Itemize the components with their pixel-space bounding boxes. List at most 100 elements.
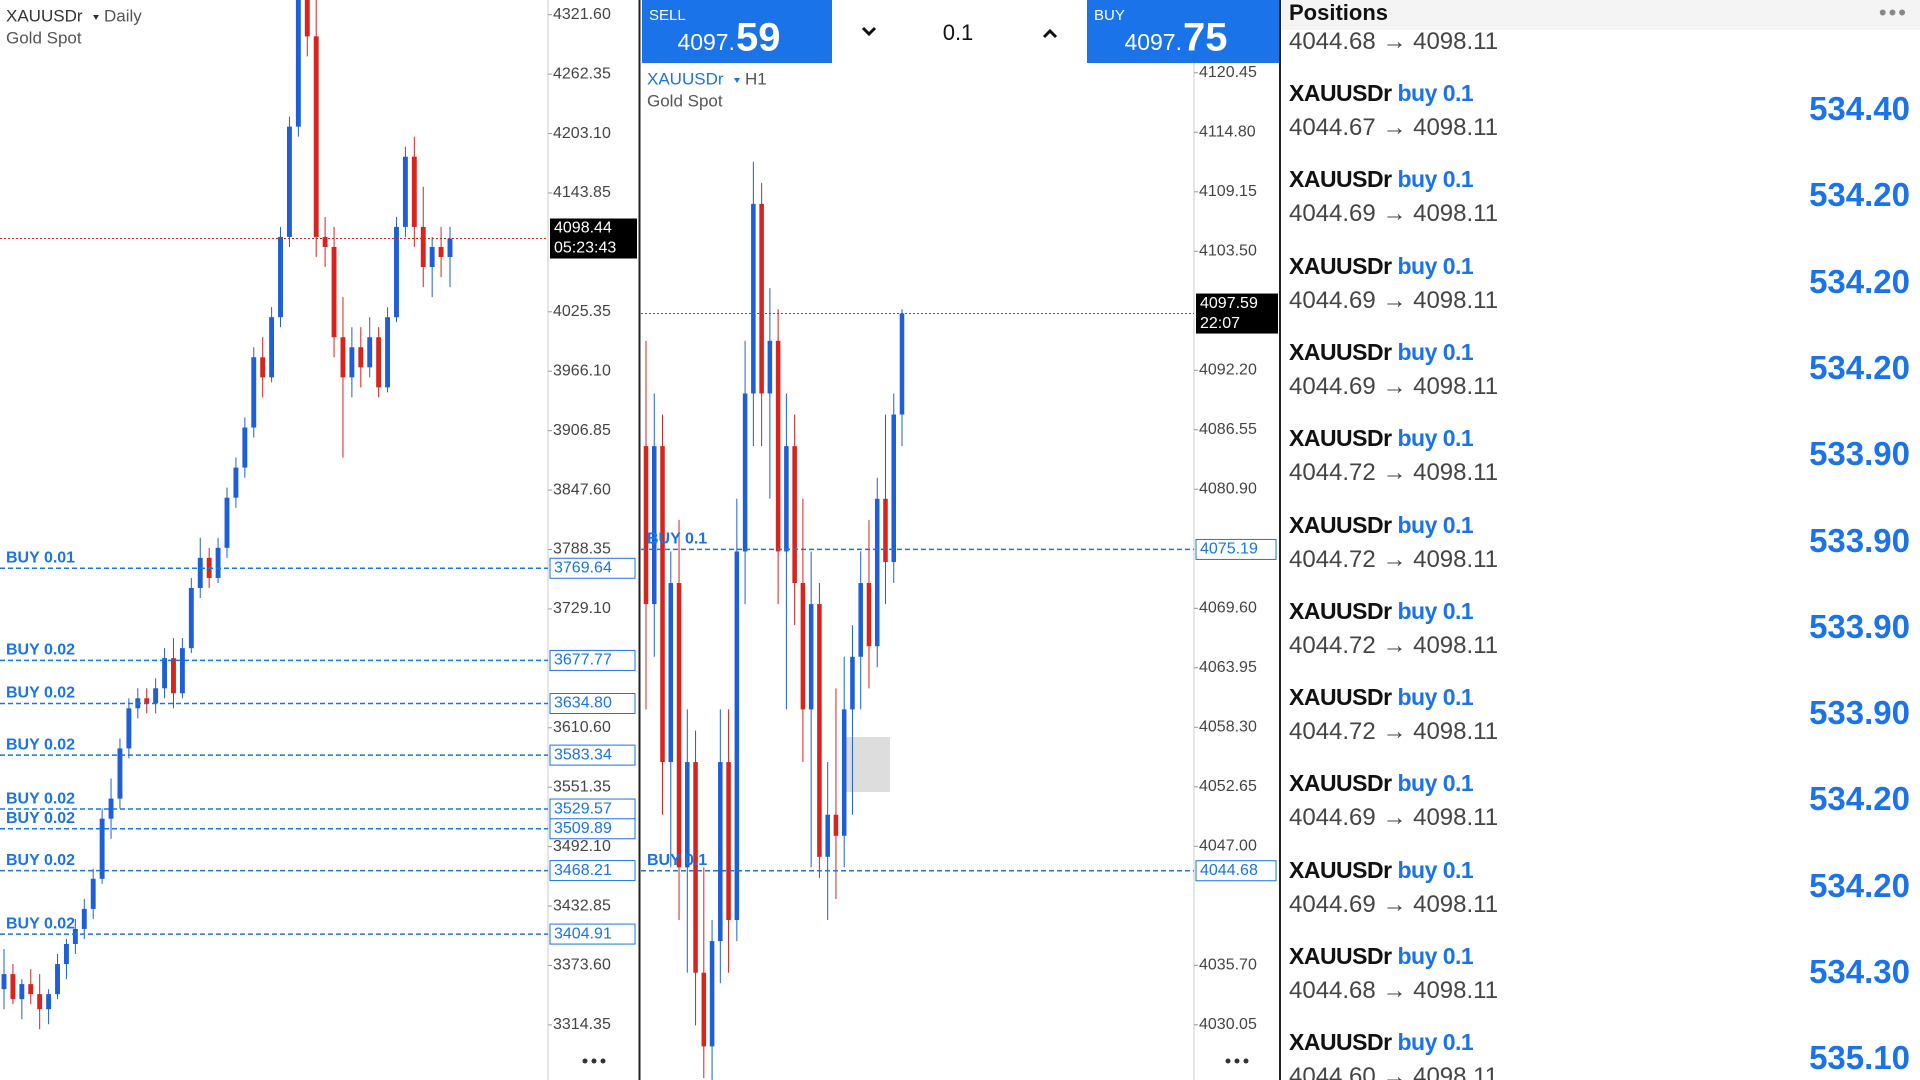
candle-body [162,658,168,689]
position-row[interactable]: XAUUSDr buy 0.1 4044.69 → 4098.11 534.20 [1289,166,1910,252]
order-label: BUY 0.02 [6,915,75,932]
y-tick-label: 3492.10 [553,838,611,855]
candle-body [660,446,665,763]
sell-price: 4097. [677,29,735,55]
more-dots[interactable] [1225,1058,1249,1064]
open-price: 4044.60 [1289,1063,1376,1080]
dropdown-caret[interactable] [734,78,740,83]
candle-body [72,928,78,945]
position-title: XAUUSDr buy 0.1 [1289,80,1474,107]
position-price: 4044.72 → 4098.11 [1289,632,1498,660]
y-tick-label: 4321.60 [553,6,611,23]
candle-body [108,798,114,819]
position-price: 4044.72 → 4098.11 [1289,718,1498,746]
y-tick-label: 3847.60 [553,481,611,498]
y-tick-label: 4063.95 [1199,659,1257,676]
y-tick-label: 4035.70 [1199,957,1257,974]
position-title: XAUUSDr buy 0.1 [1289,943,1474,970]
price-box [1196,293,1278,334]
side: buy 0.1 [1397,943,1474,969]
position-title: XAUUSDr buy 0.1 [1289,770,1474,797]
price-box [550,218,637,259]
bar-timer: 22:07 [1200,315,1240,332]
y-tick-label: 4025.35 [553,303,611,320]
sell-price-big: 59 [736,16,781,60]
position-row[interactable]: XAUUSDr buy 0.1 4044.69 → 4098.11 534.20 [1289,857,1910,943]
y-tick-label: 3729.10 [553,600,611,617]
volume-down[interactable] [861,26,877,37]
position-row[interactable]: XAUUSDr buy 0.1 4044.69 → 4098.11 534.20 [1289,253,1910,339]
profit: 533.90 [1809,435,1910,473]
current-price: 4098.11 [1413,459,1499,487]
y-tick-label: 4047.00 [1199,838,1257,855]
current-price: 4098.11 [1413,28,1499,55]
order-price: 4075.19 [1200,541,1258,558]
volume-up[interactable] [1042,28,1058,39]
position-row[interactable]: XAUUSDr buy 0.1 4044.72 → 4098.11 533.90 [1289,425,1910,511]
candle-body [117,748,123,799]
volume: 0.1 [943,20,974,45]
candle-body [171,658,176,694]
arrow: → [1382,28,1407,55]
arrow: → [1382,977,1407,1004]
current-price: 4098.11 [1413,286,1499,314]
y-tick-label: 4109.15 [1199,183,1257,200]
more-dots[interactable] [582,1058,606,1064]
position-row[interactable]: XAUUSDr buy 0.1 4044.72 → 4098.11 533.90 [1289,598,1910,684]
symbol[interactable]: XAUUSDr [647,69,724,88]
y-tick-label: 3314.35 [553,1016,611,1033]
current-price: 4098.11 [1413,718,1499,746]
position-price: 4044.72 → 4098.11 [1289,546,1498,574]
symbol: XAUUSDr [1289,770,1392,797]
position-row[interactable]: XAUUSDr buy 0.1 4044.68 → 4098.11 534.30 [1289,943,1910,1029]
position-title: XAUUSDr buy 0.1 [1289,166,1474,193]
y-tick-label: 3551.35 [553,778,611,795]
candle-body [651,446,657,605]
candle-body [286,126,292,237]
position-row[interactable]: XAUUSDr buy 0.1 4044.69 → 4098.11 534.20 [1289,770,1910,856]
position-price: 4044.69 → 4098.11 [1289,287,1498,315]
symbol: XAUUSDr [1289,1029,1392,1056]
dropdown-caret[interactable] [93,15,99,20]
position-price: 4044.69 → 4098.11 [1289,804,1498,832]
y-tick-label: 4030.05 [1199,1016,1257,1033]
symbol[interactable]: XAUUSDr [6,6,83,25]
order-price: 3468.21 [554,862,612,879]
symbol: XAUUSDr [1289,80,1392,106]
order-price: 4044.68 [1200,862,1258,879]
candle-body [295,0,301,127]
symbol: XAUUSDr [1289,856,1392,883]
candle-body [709,941,715,1047]
position-row[interactable]: XAUUSDr buy 0.1 4044.69 → 4098.11 534.20 [1289,339,1910,425]
profit: 534.20 [1809,176,1910,214]
position-row[interactable]: XAUUSDr buy 0.1 4044.72 → 4098.11 533.90 [1289,512,1910,598]
timeframe: Daily [104,6,142,25]
candle-body [90,878,96,909]
candle-body [841,709,847,836]
sell-button[interactable] [642,0,832,63]
description: Gold Spot [6,28,82,47]
candle-body [10,974,16,1000]
volume-box[interactable] [832,0,1087,63]
order-price-box [1195,860,1277,882]
candle-body [784,446,789,552]
candle-body [833,814,839,836]
buy-button[interactable] [1087,0,1279,63]
side: buy 0.1 [1397,166,1474,193]
position-title: XAUUSDr buy 0.1 [1289,339,1474,366]
candle-body [726,762,731,921]
current-price: 4098.11 [1413,1063,1499,1080]
side: buy 0.1 [1397,770,1474,797]
candle-body [233,467,239,498]
candle-body [28,984,34,995]
buy-price: 4097. [1124,29,1182,55]
position-row[interactable]: XAUUSDr buy 0.1 4044.67 → 4098.11 534.40 [1289,80,1910,166]
position-row[interactable]: XAUUSDr buy 0.1 4044.72 → 4098.11 533.90 [1289,684,1910,770]
candle-body [179,648,185,694]
arrow: → [1382,200,1407,228]
position-row[interactable]: XAUUSDr buy 0.1 4044.60 → 4098.11 535.10 [1289,1029,1910,1080]
menu-dots[interactable]: ••• [1878,0,1908,25]
candle-body [685,762,690,868]
y-tick-label: 4203.10 [553,125,611,142]
candle-body [693,762,698,973]
